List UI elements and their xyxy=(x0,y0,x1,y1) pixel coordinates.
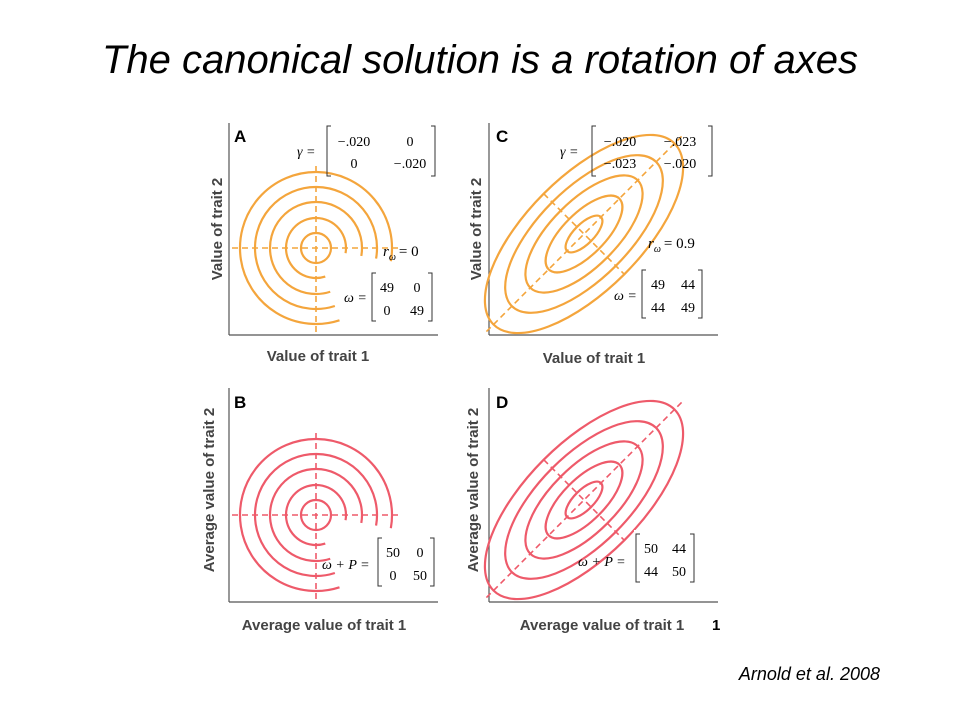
panel-a-contours xyxy=(232,166,400,332)
panel-b: B Average value of trait 2 Average value… xyxy=(201,388,438,634)
panel-c-major-axis xyxy=(485,135,683,333)
panel-c: C Value of trait 2 Value of trait 1 γ = … xyxy=(468,123,718,367)
panel-d-ylabel: Average value of trait 2 xyxy=(465,408,482,573)
panel-d-contours xyxy=(483,399,685,601)
panel-c-matrix-bracket-right xyxy=(698,269,703,319)
panel-a-gamma-bracket-right xyxy=(431,125,436,177)
panel-a-matrix-21: 0 xyxy=(384,304,391,319)
panel-a-contour-4 xyxy=(238,170,394,326)
panel-a-gamma-12: 0 xyxy=(407,135,414,150)
panel-a-contour-2 xyxy=(268,200,364,296)
panel-c-matrix-22: 49 xyxy=(681,301,695,316)
panel-c-ylabel: Value of trait 2 xyxy=(468,178,485,281)
panel-c-gamma-22: −.020 xyxy=(664,157,696,172)
panel-a-matrix-bracket-right xyxy=(428,272,433,322)
panel-b-contour-3 xyxy=(253,452,379,578)
panel-b-contour-0 xyxy=(299,498,333,532)
panel-c-contours xyxy=(483,133,685,335)
panel-c-minor-axis xyxy=(543,193,625,275)
panel-c-gamma-21: −.023 xyxy=(604,157,636,172)
panel-b-matrix-bracket-right xyxy=(430,537,435,587)
panel-a-gamma-21: 0 xyxy=(351,157,358,172)
panel-a-gamma-22: −.020 xyxy=(394,157,426,172)
panel-a-contour-3 xyxy=(253,185,379,311)
panel-a-gamma-11: −.020 xyxy=(338,135,370,150)
panel-a-gamma-symbol: γ = xyxy=(297,145,315,160)
panel-c-gamma-11: −.020 xyxy=(604,135,636,150)
panel-a-xlabel: Value of trait 1 xyxy=(267,348,370,365)
panel-b-matrix-21: 0 xyxy=(390,569,397,584)
panel-d-matrix-symbol: ω + P = xyxy=(578,555,626,570)
panel-b-matrix-bracket-left xyxy=(377,537,382,587)
panel-c-gamma-bracket-right xyxy=(708,125,713,177)
panel-d-matrix-11: 50 xyxy=(644,542,658,557)
panel-a-matrix-bracket-left xyxy=(371,272,376,322)
panel-d-minor-axis xyxy=(543,459,625,541)
panel-d-matrix-bracket-left xyxy=(635,533,640,583)
panel-b-xlabel: Average value of trait 1 xyxy=(242,617,407,634)
panel-c-gamma-12: −.023 xyxy=(664,135,696,150)
panel-c-matrix-11: 49 xyxy=(651,278,665,293)
panel-a-letter: A xyxy=(234,127,246,146)
panel-c-matrix-21: 44 xyxy=(651,301,665,316)
panel-c-matrix-12: 44 xyxy=(681,278,695,293)
panel-c-gamma-symbol: γ = xyxy=(560,145,578,160)
panel-b-ylabel: Average value of trait 2 xyxy=(201,408,218,573)
panel-d-matrix-21: 44 xyxy=(644,565,658,580)
panel-d-major-axis xyxy=(485,401,683,599)
panel-b-matrix-symbol: ω + P = xyxy=(322,558,370,573)
panel-a-matrix-symbol: ω = xyxy=(344,291,367,306)
panel-a: A Value of trait 2 Value of trait 1 γ = … xyxy=(209,123,438,365)
panel-d-matrix-bracket-right xyxy=(690,533,695,583)
citation: Arnold et al. 2008 xyxy=(738,664,880,684)
panel-c-matrix-symbol: ω = xyxy=(614,289,637,304)
panel-a-matrix-11: 49 xyxy=(380,281,394,296)
panel-c-matrix-bracket-left xyxy=(641,269,646,319)
panel-a-gamma-bracket-left xyxy=(326,125,331,177)
panel-a-r-symbol: rω = 0 xyxy=(383,244,419,263)
panel-d-matrix-22: 50 xyxy=(672,565,686,580)
panel-a-matrix-22: 49 xyxy=(410,304,424,319)
panel-a-contour-0 xyxy=(299,231,333,265)
panel-d: D Average value of trait 2 Average value… xyxy=(465,388,718,634)
panel-d-matrix-12: 44 xyxy=(672,542,686,557)
panel-b-contour-4 xyxy=(238,437,394,593)
panel-a-contour-1 xyxy=(284,216,348,280)
panel-a-matrix-12: 0 xyxy=(414,281,421,296)
figure-panels: A Value of trait 2 Value of trait 1 γ = … xyxy=(200,118,722,636)
panel-d-letter: D xyxy=(496,393,508,412)
panel-c-letter: C xyxy=(496,127,508,146)
panel-a-ylabel: Value of trait 2 xyxy=(209,178,226,281)
panel-b-letter: B xyxy=(234,393,246,412)
panel-d-xlabel: Average value of trait 1 xyxy=(520,617,685,634)
panel-c-r-symbol: rω = 0.9 xyxy=(648,236,695,255)
panel-b-matrix-11: 50 xyxy=(386,546,400,561)
panel-b-contour-1 xyxy=(284,483,348,547)
panel-c-xlabel: Value of trait 1 xyxy=(543,350,646,367)
panel-b-matrix-12: 0 xyxy=(417,546,424,561)
panel-c-gamma-bracket-left xyxy=(591,125,596,177)
slide-title: The canonical solution is a rotation of … xyxy=(102,38,858,82)
panel-b-matrix-22: 50 xyxy=(413,569,427,584)
panel-d-xlabel-extra: 1 xyxy=(712,617,720,634)
panel-b-contour-2 xyxy=(268,467,364,563)
panel-b-contours xyxy=(232,433,400,599)
